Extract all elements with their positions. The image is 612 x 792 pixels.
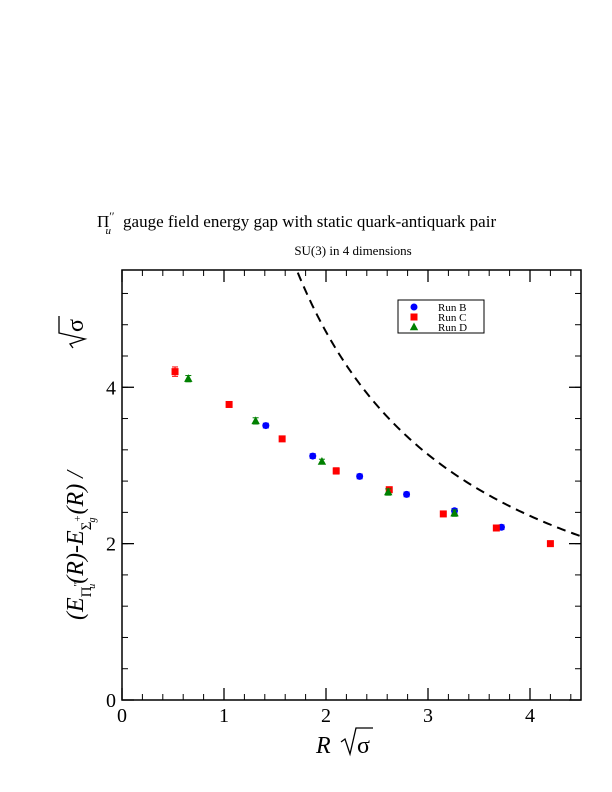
y-axis-label: (EΠ′′ u(R)-EΣ+ g (R) / <box>63 469 98 620</box>
y-tick-label: 0 <box>106 690 116 712</box>
legend-label-run-d: Run D <box>438 322 467 334</box>
run-d-point <box>251 416 260 425</box>
y-label-sub2: Σ <box>79 522 95 531</box>
y-label-sub1: Π <box>79 586 95 597</box>
run-c-point <box>492 524 500 532</box>
chart-subtitle: SU(3) in 4 dimensions <box>294 243 411 258</box>
title-symbol: Π <box>97 212 109 231</box>
y-label-close: (R) / <box>63 469 89 515</box>
y-axis-sqrt-symbol: σ <box>63 319 89 332</box>
legend-label-run-c: Run C <box>438 312 466 324</box>
run-c-point <box>225 400 233 408</box>
x-tick-label: 2 <box>321 705 331 727</box>
run-d-point <box>450 508 459 517</box>
y-axis-label-sqrt: σ <box>58 316 89 349</box>
title-text: gauge field energy gap with static quark… <box>123 212 496 231</box>
y-label-open-paren: (E <box>63 597 89 620</box>
x-axis-sqrt-symbol: σ <box>357 733 370 759</box>
run-c-point <box>332 467 340 475</box>
run-c-point <box>171 368 179 376</box>
run-b-point <box>262 422 270 430</box>
run-b-point <box>356 472 364 480</box>
run-d-point <box>384 487 393 496</box>
x-axis-sqrt-sign <box>340 727 373 757</box>
y-tick-label: 4 <box>106 377 116 399</box>
run-c-point <box>278 435 286 443</box>
title-symbol-sub: u <box>106 225 112 237</box>
dashed-curve <box>296 272 582 538</box>
legend-marker-run-d <box>409 322 419 331</box>
run-b-point <box>309 452 317 460</box>
x-axis-label-main: R <box>315 733 331 759</box>
chart-title: Π′′ u gauge field energy gap with static q… <box>97 209 496 237</box>
y-tick-label: 2 <box>106 534 116 556</box>
run-b-point <box>403 490 411 498</box>
run-c-point <box>546 540 554 548</box>
y-label-sub2-sup: + <box>72 515 84 521</box>
x-tick-label: 1 <box>219 705 229 727</box>
title-symbol-sup: ′′ <box>109 209 115 223</box>
legend-marker-run-b <box>410 303 418 311</box>
y-label-sub1-sub: u <box>87 584 98 589</box>
x-tick-label: 0 <box>117 705 127 727</box>
run-d-point <box>317 457 327 465</box>
y-label-sub1-sup: ′′ <box>72 582 84 587</box>
x-tick-label: 3 <box>423 705 433 727</box>
x-tick-label: 4 <box>525 705 535 727</box>
x-axis-label: R <box>315 733 331 759</box>
legend-label-run-b: Run B <box>438 302 466 314</box>
plot-frame <box>121 269 582 701</box>
run-c-point <box>439 510 447 518</box>
run-d-point <box>184 374 193 382</box>
legend-marker-run-c <box>410 313 418 321</box>
y-label-sub2-sub: g <box>87 517 98 522</box>
svg-text:(EΠ′′u(R)-EΣ+g(R) /: (EΠ′′ u(R)-EΣ+ g (R) / <box>63 469 98 620</box>
x-axis-label-sqrt: σ <box>340 727 373 759</box>
y-label-mid: (R)-E <box>63 530 89 584</box>
y-axis-sqrt-sign <box>58 316 88 349</box>
